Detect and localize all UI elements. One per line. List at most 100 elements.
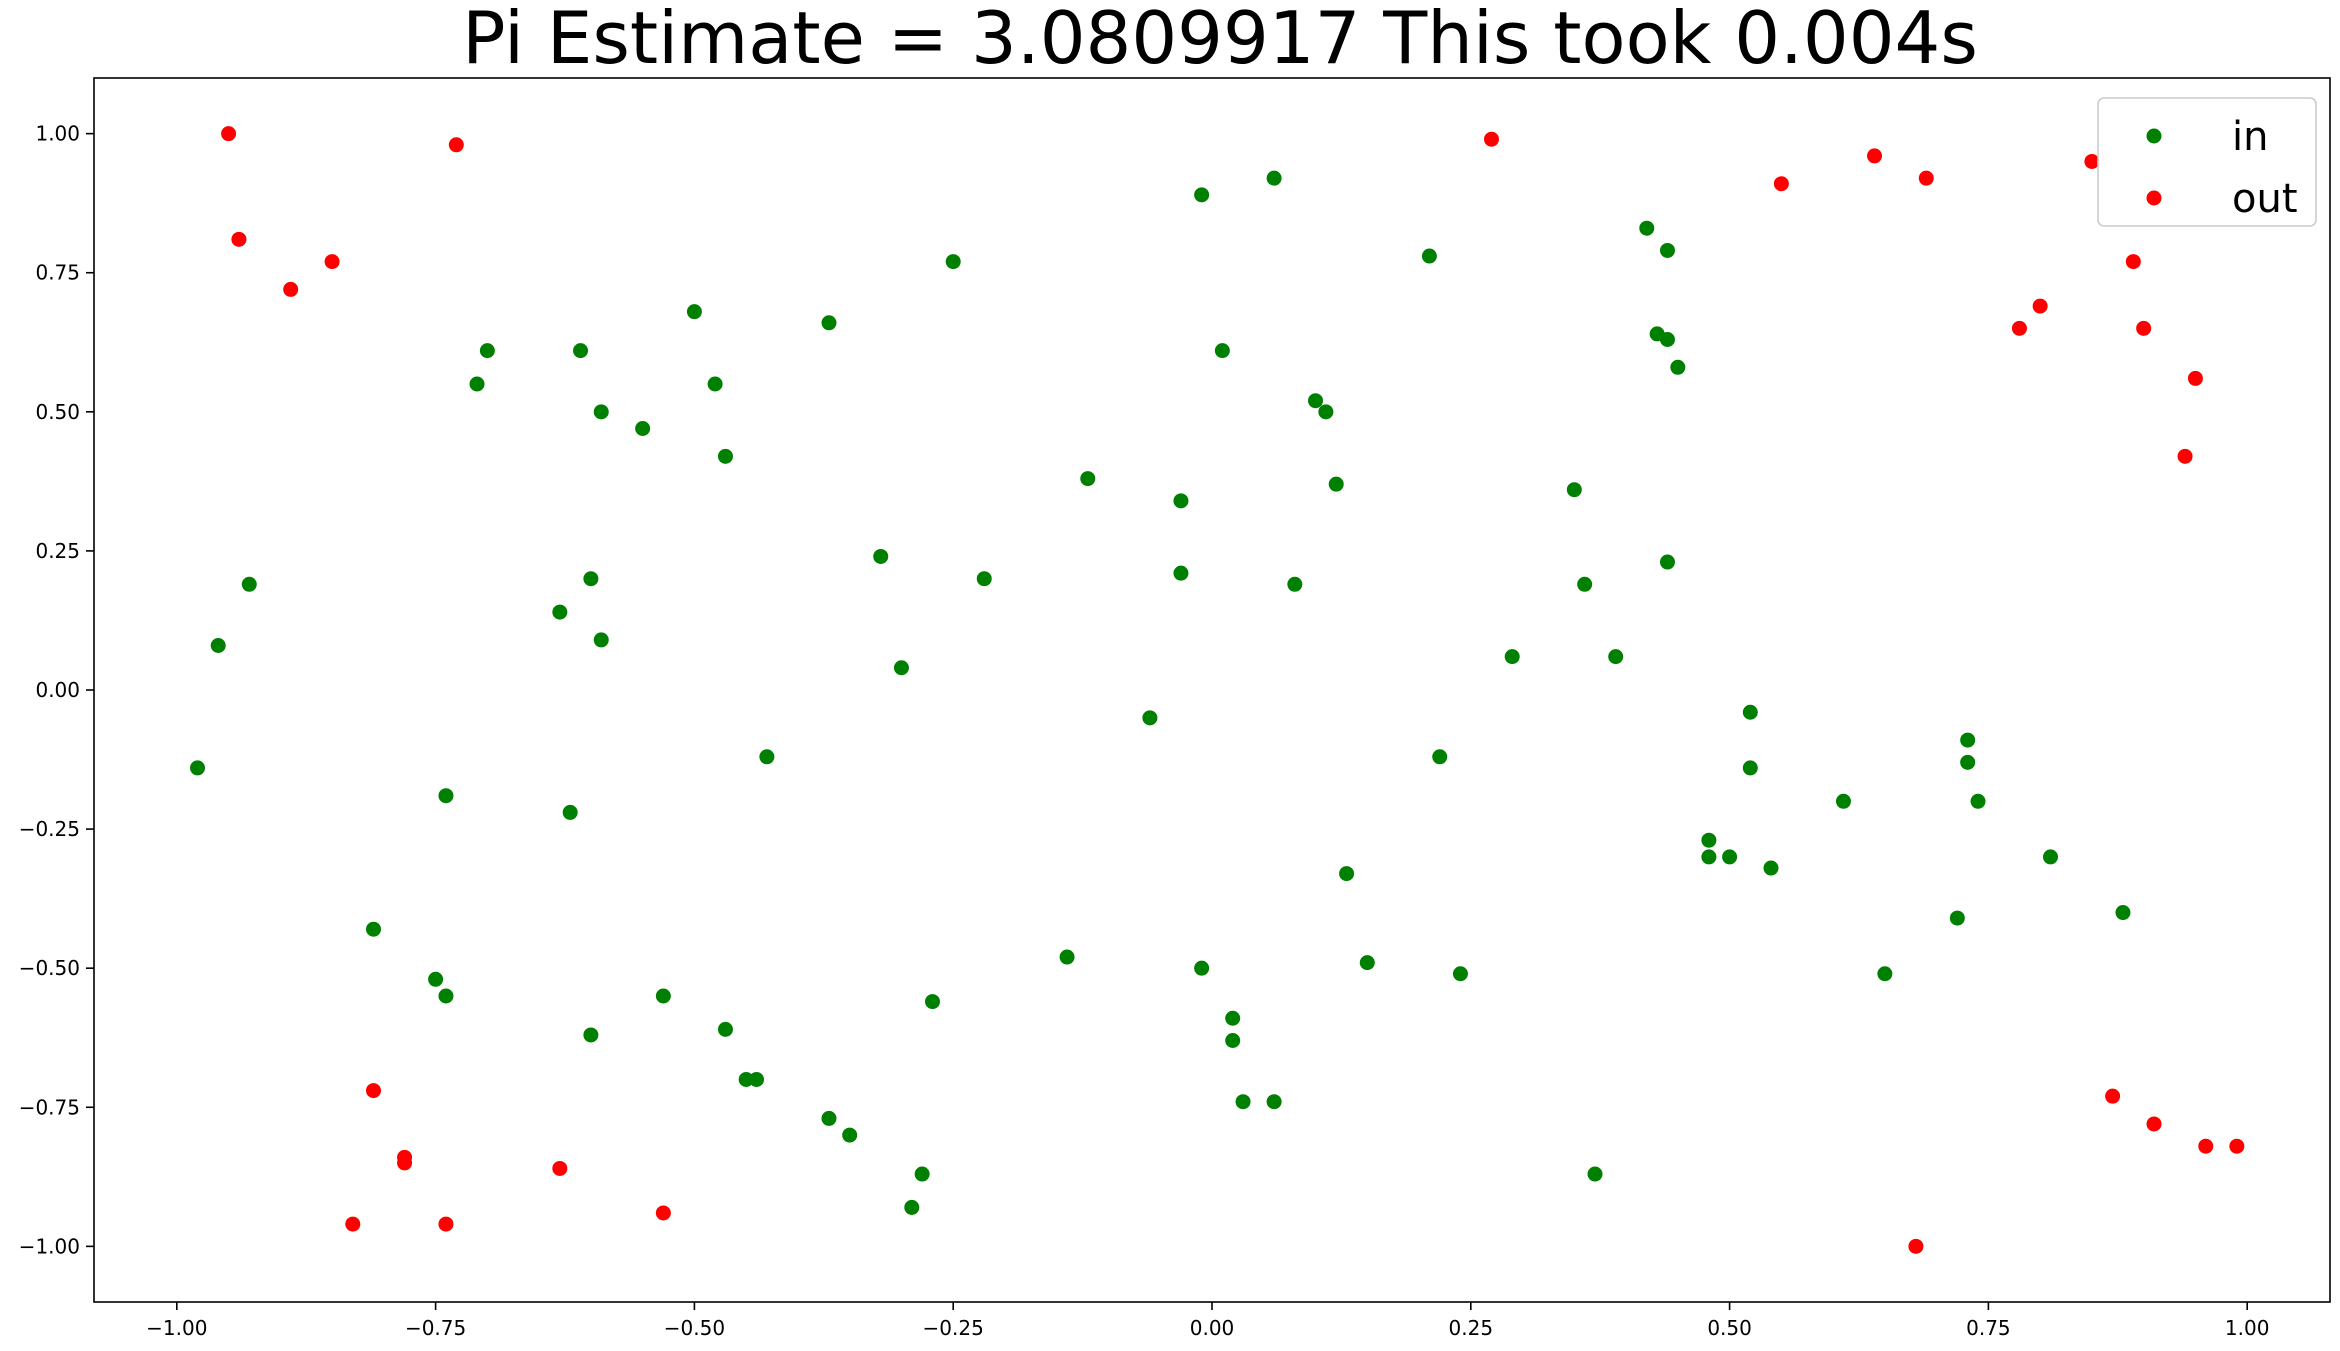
scatter-point-in [821, 315, 837, 331]
scatter-point-in [635, 421, 651, 437]
scatter-point-in [552, 604, 568, 620]
scatter-point-in [842, 1127, 858, 1143]
scatter-point-out [1773, 176, 1789, 192]
scatter-point-in [1639, 220, 1655, 236]
scatter-point-in [1877, 966, 1893, 982]
scatter-point-out [2177, 448, 2193, 464]
scatter-point-in [1577, 576, 1593, 592]
scatter-point-in [2115, 905, 2131, 921]
scatter-point-in [2043, 849, 2058, 865]
scatter-point-out [448, 137, 464, 153]
x-tick-label: 0.75 [1966, 1316, 2011, 1340]
scatter-point-in [428, 971, 444, 987]
scatter-point-in [438, 788, 454, 804]
scatter-point-in [366, 921, 381, 937]
x-tick-label: −0.75 [405, 1316, 466, 1340]
scatter-point-in [210, 637, 226, 653]
scatter-point-out [2032, 298, 2048, 314]
legend-marker-out [2146, 190, 2162, 206]
scatter-point-in [1504, 649, 1520, 665]
scatter-point-in [1608, 649, 1624, 665]
scatter-point-in [1452, 966, 1468, 982]
scatter-point-in [1432, 749, 1448, 765]
legend-label-out: out [2232, 176, 2298, 222]
scatter-point-in [1659, 554, 1675, 570]
scatter-point-out [2146, 1116, 2162, 1132]
scatter-point-out [552, 1160, 568, 1176]
scatter-point-in [241, 576, 257, 592]
y-tick-label: 0.25 [35, 539, 80, 563]
scatter-point-in [976, 571, 992, 587]
scatter-point-in [1080, 471, 1096, 487]
scatter-point-out [366, 1083, 381, 1099]
scatter-point-in [1960, 732, 1976, 748]
scatter-point-in [821, 1110, 837, 1126]
x-tick-label: −1.00 [146, 1316, 207, 1340]
scatter-point-in [1328, 476, 1344, 492]
scatter-point-in [1722, 849, 1738, 865]
y-axis: 1.00 0.75 0.50 0.25 0.00 −0.25 −0.50 −0.75 −1.00 [19, 122, 94, 1258]
scatter-point-in [1339, 866, 1355, 882]
scatter-point-in [1566, 482, 1582, 498]
scatter-point-in [1287, 576, 1303, 592]
scatter-point-out [2229, 1138, 2245, 1154]
scatter-point-out [1484, 131, 1499, 147]
scatter-point-in [573, 343, 589, 359]
scatter-point-in [1214, 343, 1230, 359]
scatter-point-in [1194, 960, 1210, 976]
y-tick-label: 0.75 [35, 261, 80, 285]
scatter-point-in [717, 1021, 733, 1037]
y-tick-label: −0.50 [19, 956, 80, 980]
scatter-point-in [707, 376, 723, 392]
scatter-point-in [583, 1027, 599, 1043]
x-tick-label: −0.50 [664, 1316, 725, 1340]
scatter-point-out [283, 281, 299, 297]
scatter-point-in [1701, 849, 1717, 865]
scatter-point-in [583, 571, 599, 587]
scatter-point-in [904, 1199, 920, 1215]
scatter-point-out [397, 1155, 413, 1171]
scatter-points [190, 126, 2245, 1254]
scatter-point-in [1670, 359, 1686, 375]
scatter-point-in [1235, 1094, 1251, 1110]
scatter-point-in [479, 343, 495, 359]
scatter-point-out [221, 126, 237, 142]
y-tick-label: 0.00 [35, 678, 80, 702]
scatter-point-in [1421, 248, 1437, 264]
scatter-point-out [2125, 254, 2141, 270]
x-axis: −1.00 −0.75 −0.50 −0.25 0.00 0.25 0.50 0.75 1.00 [146, 1302, 2269, 1340]
scatter-point-out [1867, 148, 1883, 164]
scatter-point-in [1142, 710, 1158, 726]
scatter-point-in [1587, 1166, 1603, 1182]
scatter-point-in [1225, 1010, 1241, 1026]
y-tick-label: −0.75 [19, 1095, 80, 1119]
scatter-point-out [1908, 1238, 1924, 1254]
scatter-point-out [324, 254, 340, 270]
scatter-point-out [2105, 1088, 2121, 1104]
scatter-point-in [945, 254, 961, 270]
scatter-point-out [345, 1216, 361, 1232]
x-tick-label: 0.50 [1707, 1316, 1752, 1340]
scatter-point-out [438, 1216, 454, 1232]
y-tick-label: −0.25 [19, 817, 80, 841]
scatter-point-in [1308, 393, 1324, 409]
scatter-point-in [1701, 832, 1717, 848]
scatter-point-out [2198, 1138, 2214, 1154]
scatter-point-out [2084, 153, 2100, 169]
scatter-point-in [1742, 760, 1758, 776]
scatter-point-in [873, 548, 889, 564]
scatter-point-out [1918, 170, 1934, 186]
x-tick-label: 1.00 [2225, 1316, 2270, 1340]
scatter-point-in [925, 994, 940, 1010]
legend: in out [2097, 97, 2317, 227]
scatter-point-in [1266, 1094, 1282, 1110]
scatter-point-in [593, 404, 609, 420]
legend-label-in: in [2232, 114, 2268, 160]
scatter-point-in [1194, 187, 1210, 203]
scatter-point-in [655, 988, 671, 1004]
scatter-point-in [438, 988, 454, 1004]
y-tick-label: 0.50 [35, 400, 80, 424]
scatter-point-in [1318, 404, 1334, 420]
x-tick-label: 0.25 [1449, 1316, 1494, 1340]
